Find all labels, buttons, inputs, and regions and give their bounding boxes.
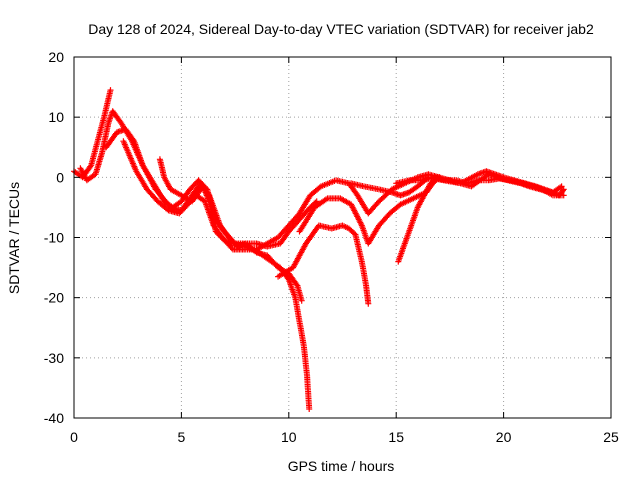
y-tick-label: 20 bbox=[48, 49, 64, 65]
x-axis-label: GPS time / hours bbox=[288, 458, 395, 474]
y-axis-label: SDTVAR / TECUs bbox=[6, 182, 22, 294]
data-point bbox=[560, 192, 567, 199]
x-tick-label: 20 bbox=[496, 429, 512, 445]
chart-title: Day 128 of 2024, Sidereal Day-to-day VTE… bbox=[88, 21, 594, 37]
axes: 0 5 10 15 20 25 -40 -30 -20 -10 0 10 20 bbox=[44, 49, 619, 445]
data-point bbox=[559, 187, 566, 194]
grid bbox=[74, 57, 611, 418]
x-tick-label: 10 bbox=[281, 429, 297, 445]
data-point bbox=[558, 183, 565, 190]
y-tick-label: 0 bbox=[56, 169, 64, 185]
x-tick-label: 15 bbox=[388, 429, 404, 445]
y-tick-label: 10 bbox=[48, 109, 64, 125]
data-point bbox=[306, 406, 313, 412]
y-tick-label: -10 bbox=[44, 230, 64, 246]
data-point bbox=[228, 245, 235, 252]
x-tick-label: 25 bbox=[603, 429, 619, 445]
data-point bbox=[365, 300, 372, 307]
x-tick-label: 5 bbox=[178, 429, 186, 445]
data-point bbox=[557, 184, 564, 191]
y-tick-label: -20 bbox=[44, 290, 64, 306]
series-track-j bbox=[393, 174, 567, 199]
y-tick-label: -30 bbox=[44, 350, 64, 366]
plot-area bbox=[71, 87, 567, 412]
series-track-e bbox=[156, 156, 313, 412]
x-tick-label: 0 bbox=[70, 429, 78, 445]
data-point bbox=[107, 87, 114, 94]
data-point bbox=[298, 297, 305, 304]
y-tick-label: -40 bbox=[44, 410, 64, 426]
series-track-f bbox=[275, 222, 372, 307]
